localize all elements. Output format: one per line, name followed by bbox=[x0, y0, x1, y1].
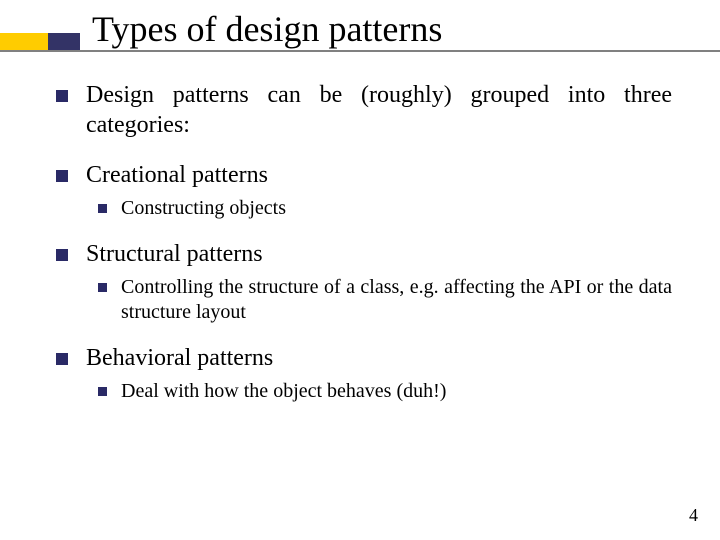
title-underline bbox=[0, 50, 720, 52]
square-bullet-icon bbox=[98, 387, 107, 396]
bullet-text: Deal with how the object behaves (duh!) bbox=[121, 379, 672, 404]
bullet-behavioral: Behavioral patterns bbox=[56, 343, 672, 373]
accent-bar bbox=[0, 33, 80, 50]
square-bullet-icon bbox=[56, 353, 68, 365]
subbullet-structural-1: Controlling the structure of a class, e.… bbox=[98, 275, 672, 325]
accent-yellow bbox=[0, 33, 48, 50]
square-bullet-icon bbox=[98, 204, 107, 213]
title-wrap: Types of design patterns bbox=[92, 10, 692, 50]
square-bullet-icon bbox=[56, 170, 68, 182]
page-number: 4 bbox=[689, 505, 698, 526]
accent-navy bbox=[48, 33, 80, 50]
bullet-creational: Creational patterns bbox=[56, 160, 672, 190]
slide-title: Types of design patterns bbox=[92, 10, 692, 50]
bullet-text: Creational patterns bbox=[86, 160, 672, 190]
bullet-text: Design patterns can be (roughly) grouped… bbox=[86, 80, 672, 140]
bullet-text: Behavioral patterns bbox=[86, 343, 672, 373]
bullet-structural: Structural patterns bbox=[56, 239, 672, 269]
square-bullet-icon bbox=[56, 90, 68, 102]
bullet-text: Controlling the structure of a class, e.… bbox=[121, 275, 672, 325]
bullet-text: Structural patterns bbox=[86, 239, 672, 269]
square-bullet-icon bbox=[98, 283, 107, 292]
square-bullet-icon bbox=[56, 249, 68, 261]
bullet-intro: Design patterns can be (roughly) grouped… bbox=[56, 80, 672, 140]
subbullet-creational-1: Constructing objects bbox=[98, 196, 672, 221]
subbullet-behavioral-1: Deal with how the object behaves (duh!) bbox=[98, 379, 672, 404]
bullet-text: Constructing objects bbox=[121, 196, 672, 221]
slide: Types of design patterns Design patterns… bbox=[0, 0, 720, 540]
slide-body: Design patterns can be (roughly) grouped… bbox=[56, 80, 672, 422]
